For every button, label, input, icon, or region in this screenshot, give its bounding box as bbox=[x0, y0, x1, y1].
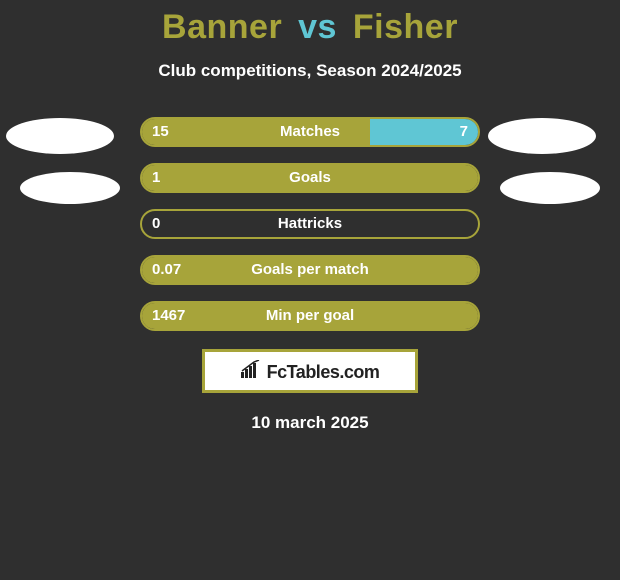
brand-text: FcTables.com bbox=[267, 362, 380, 383]
stat-value-left: 0.07 bbox=[152, 257, 181, 283]
player-placeholder-ellipse bbox=[488, 118, 596, 154]
player-placeholder-ellipse bbox=[20, 172, 120, 204]
stat-row: Goals per match0.07 bbox=[0, 255, 620, 285]
stat-value-right: 7 bbox=[460, 119, 468, 145]
subtitle: Club competitions, Season 2024/2025 bbox=[0, 61, 620, 81]
stat-label: Matches bbox=[142, 119, 478, 145]
stat-label: Goals bbox=[142, 165, 478, 191]
page-title: Banner vs Fisher bbox=[0, 0, 620, 47]
brand-inner: FcTables.com bbox=[241, 360, 380, 383]
stat-value-left: 0 bbox=[152, 211, 160, 237]
stat-value-left: 1 bbox=[152, 165, 160, 191]
date-text: 10 march 2025 bbox=[0, 413, 620, 433]
stat-label: Min per goal bbox=[142, 303, 478, 329]
stat-row: Hattricks0 bbox=[0, 209, 620, 239]
brand-box: FcTables.com bbox=[202, 349, 418, 393]
stat-value-left: 1467 bbox=[152, 303, 185, 329]
title-vs: vs bbox=[298, 8, 337, 46]
stat-bar-track: Goals1 bbox=[140, 163, 480, 193]
stat-bar-track: Matches15 7 bbox=[140, 117, 480, 147]
comparison-infographic: Banner vs Fisher Club competitions, Seas… bbox=[0, 0, 620, 580]
title-player2: Fisher bbox=[353, 8, 458, 46]
player-placeholder-ellipse bbox=[6, 118, 114, 154]
stat-label: Hattricks bbox=[142, 211, 478, 237]
stat-bar-track: Min per goal1467 bbox=[140, 301, 480, 331]
chart-icon bbox=[241, 360, 261, 378]
player-placeholder-ellipse bbox=[500, 172, 600, 204]
stat-row: Min per goal1467 bbox=[0, 301, 620, 331]
stat-label: Goals per match bbox=[142, 257, 478, 283]
stat-bar-track: Goals per match0.07 bbox=[140, 255, 480, 285]
stat-bar-track: Hattricks0 bbox=[140, 209, 480, 239]
stat-value-left: 15 bbox=[152, 119, 169, 145]
title-player1: Banner bbox=[162, 8, 282, 46]
